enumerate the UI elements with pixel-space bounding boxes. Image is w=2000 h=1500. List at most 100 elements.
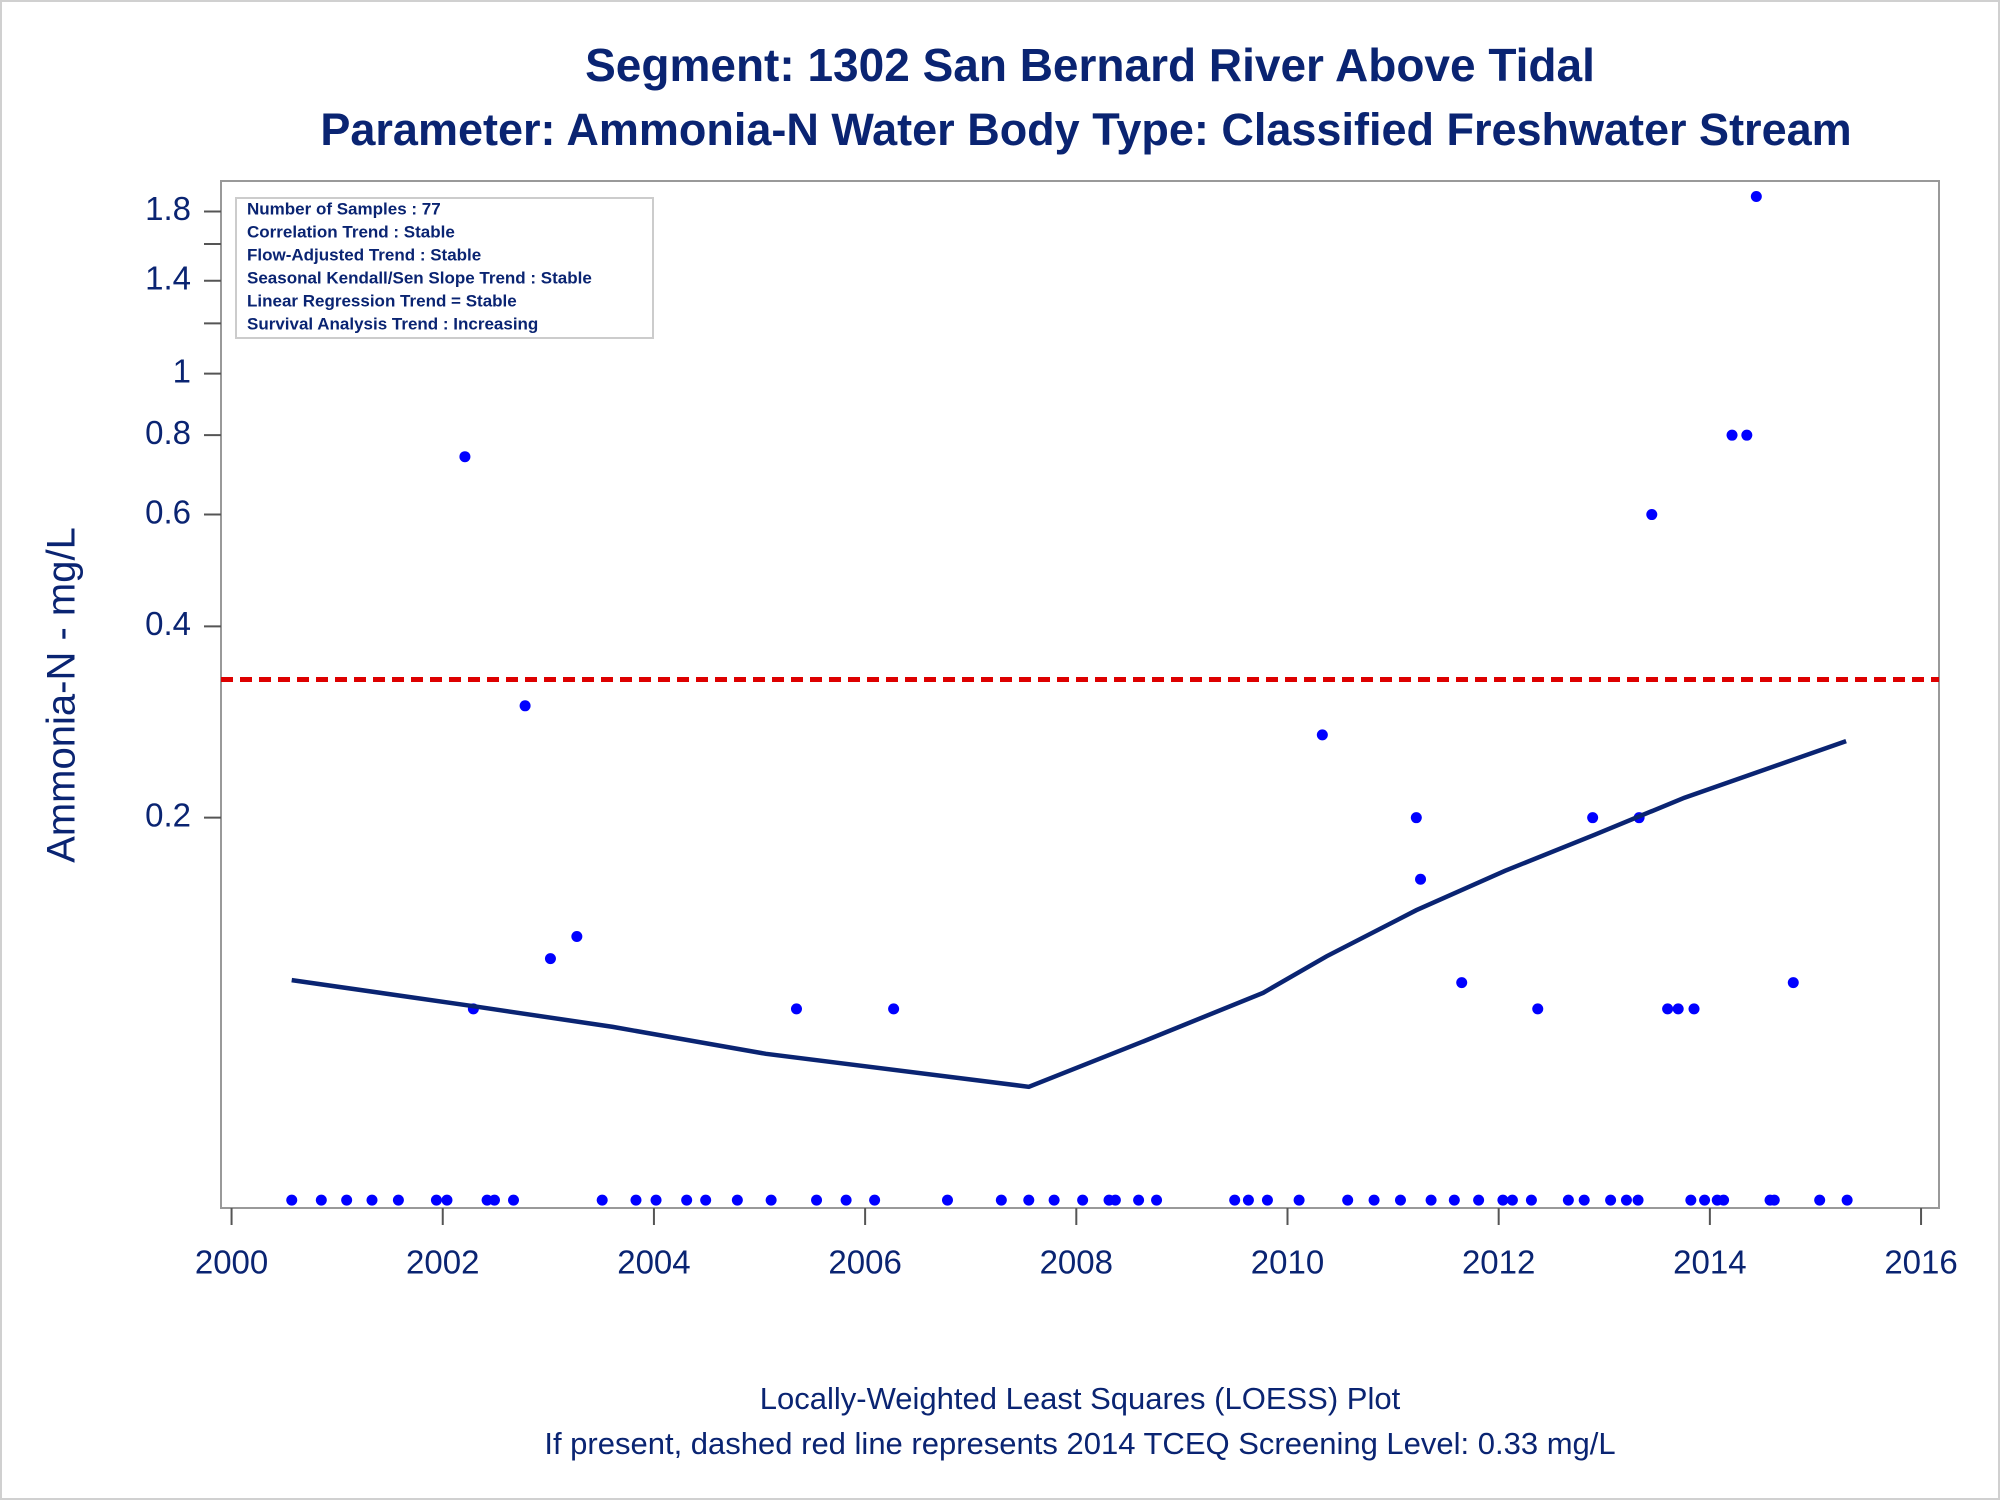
- data-point: [765, 1194, 777, 1206]
- data-point: [1532, 1003, 1544, 1015]
- stats-line: Linear Regression Trend = Stable: [247, 291, 517, 310]
- y-tick-label: 1.4: [145, 260, 191, 297]
- data-point: [790, 1003, 802, 1015]
- stats-line: Seasonal Kendall/Sen Slope Trend : Stabl…: [247, 268, 592, 287]
- x-tick-label: 2012: [1462, 1244, 1535, 1281]
- data-point: [1605, 1194, 1617, 1206]
- data-point: [1646, 509, 1658, 521]
- data-point: [1293, 1194, 1305, 1206]
- data-point: [286, 1194, 298, 1206]
- data-point: [700, 1194, 712, 1206]
- y-tick-label: 0.6: [145, 493, 191, 530]
- data-point: [1587, 812, 1599, 824]
- x-tick-label: 2008: [1040, 1244, 1113, 1281]
- x-tick-label: 2014: [1673, 1244, 1746, 1281]
- footnote: If present, dashed red line represents 2…: [544, 1426, 1615, 1461]
- footnote: Locally-Weighted Least Squares (LOESS) P…: [760, 1381, 1401, 1416]
- data-point: [888, 1003, 900, 1015]
- data-point: [1425, 1194, 1437, 1206]
- data-point: [1242, 1194, 1254, 1206]
- data-point: [1109, 1194, 1121, 1206]
- x-tick-label: 2016: [1884, 1244, 1957, 1281]
- x-tick-label: 2010: [1251, 1244, 1324, 1281]
- data-point: [1410, 812, 1422, 824]
- data-point: [1261, 1194, 1273, 1206]
- data-point: [1497, 1194, 1509, 1206]
- data-point: [544, 953, 556, 965]
- data-point: [1456, 977, 1468, 989]
- x-tick-label: 2006: [828, 1244, 901, 1281]
- data-point: [1316, 729, 1328, 741]
- data-point: [1077, 1194, 1089, 1206]
- y-axis-label: Ammonia-N - mg/L: [40, 527, 84, 863]
- data-point: [571, 931, 583, 943]
- data-point: [1741, 429, 1753, 441]
- data-point: [1814, 1194, 1826, 1206]
- data-point: [995, 1194, 1007, 1206]
- data-point: [1394, 1194, 1406, 1206]
- data-point: [1688, 1003, 1700, 1015]
- data-point: [1415, 873, 1427, 885]
- loess-line: [291, 738, 1847, 1090]
- data-point: [1685, 1194, 1697, 1206]
- data-point: [1506, 1194, 1518, 1206]
- y-tick-label: 0.2: [145, 796, 191, 833]
- data-point: [459, 451, 471, 463]
- data-point: [1525, 1194, 1537, 1206]
- data-point: [1726, 429, 1738, 441]
- data-point: [315, 1194, 327, 1206]
- x-tick-label: 2000: [195, 1244, 268, 1281]
- data-point: [1473, 1194, 1485, 1206]
- data-point: [596, 1194, 608, 1206]
- data-point: [1229, 1194, 1241, 1206]
- data-point: [1632, 1194, 1644, 1206]
- data-point: [366, 1194, 378, 1206]
- data-point: [507, 1194, 519, 1206]
- data-point: [1841, 1194, 1853, 1206]
- data-point: [1368, 1194, 1380, 1206]
- data-point: [1342, 1194, 1354, 1206]
- data-point: [1133, 1194, 1145, 1206]
- data-point: [1662, 1003, 1674, 1015]
- x-tick-label: 2002: [406, 1244, 479, 1281]
- data-point: [1448, 1194, 1460, 1206]
- chart-title: Segment: 1302 San Bernard River Above Ti…: [585, 39, 1595, 91]
- stats-line: Survival Analysis Trend : Increasing: [247, 314, 538, 333]
- data-point: [392, 1194, 404, 1206]
- plot-frame: [220, 180, 1940, 1209]
- data-point: [1750, 191, 1762, 203]
- data-point: [1023, 1194, 1035, 1206]
- y-tick-label: 1.8: [145, 190, 191, 227]
- data-point: [1787, 977, 1799, 989]
- data-point: [1699, 1194, 1711, 1206]
- data-point: [341, 1194, 353, 1206]
- chart-subtitle: Parameter: Ammonia-N Water Body Type: Cl…: [320, 104, 1851, 155]
- stats-line: Correlation Trend : Stable: [247, 222, 455, 241]
- data-point: [488, 1194, 500, 1206]
- data-point: [1672, 1003, 1684, 1015]
- data-point: [650, 1194, 662, 1206]
- x-tick-label: 2004: [617, 1244, 690, 1281]
- data-point: [731, 1194, 743, 1206]
- data-point: [1151, 1194, 1163, 1206]
- y-tick-label: 0.8: [145, 414, 191, 451]
- data-point: [630, 1194, 642, 1206]
- stats-line: Number of Samples : 77: [247, 199, 441, 218]
- data-point: [811, 1194, 823, 1206]
- stats-line: Flow-Adjusted Trend : Stable: [247, 245, 481, 264]
- data-point: [519, 700, 531, 712]
- y-tick-label: 0.4: [145, 605, 191, 642]
- stats-box: [235, 197, 654, 339]
- data-point: [1718, 1194, 1730, 1206]
- data-point: [941, 1194, 953, 1206]
- data-point: [441, 1194, 453, 1206]
- data-point: [1768, 1194, 1780, 1206]
- y-tick-label: 1: [173, 352, 191, 389]
- data-point: [681, 1194, 693, 1206]
- data-point: [840, 1194, 852, 1206]
- data-point: [1578, 1194, 1590, 1206]
- data-point: [1048, 1194, 1060, 1206]
- data-point: [869, 1194, 881, 1206]
- data-point: [1620, 1194, 1632, 1206]
